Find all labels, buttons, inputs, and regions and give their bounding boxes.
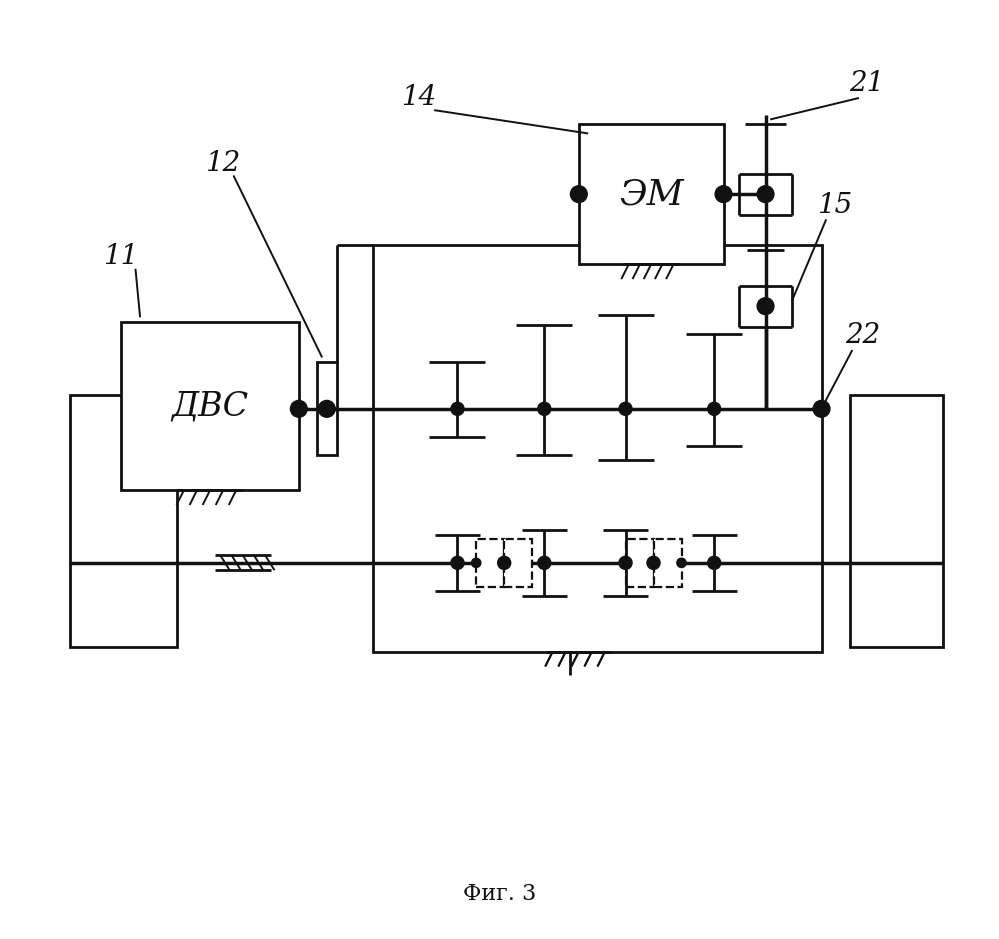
Bar: [70, 394, 178, 647]
Circle shape: [537, 402, 550, 415]
Circle shape: [757, 186, 774, 203]
Circle shape: [677, 558, 686, 567]
Bar: [374, 245, 821, 652]
Bar: [625, 539, 653, 587]
Text: ДВС: ДВС: [172, 390, 249, 422]
Circle shape: [813, 400, 830, 417]
Text: 22: 22: [845, 322, 880, 349]
Circle shape: [537, 556, 550, 569]
Circle shape: [472, 558, 481, 567]
Circle shape: [707, 556, 720, 569]
Bar: [578, 124, 723, 264]
Circle shape: [619, 556, 632, 569]
Bar: [504, 539, 532, 587]
Circle shape: [715, 186, 732, 203]
Circle shape: [757, 298, 774, 315]
Text: ЭМ: ЭМ: [618, 177, 683, 211]
Bar: [849, 394, 943, 647]
Bar: [477, 539, 504, 587]
Text: 14: 14: [402, 85, 437, 112]
Bar: [653, 539, 681, 587]
Circle shape: [620, 558, 630, 567]
Circle shape: [570, 186, 587, 203]
Circle shape: [451, 402, 464, 415]
Text: 11: 11: [103, 243, 138, 270]
Circle shape: [319, 400, 336, 417]
Circle shape: [707, 402, 720, 415]
Circle shape: [647, 556, 660, 569]
Bar: [122, 322, 299, 490]
Circle shape: [500, 558, 508, 567]
Text: Фиг. 3: Фиг. 3: [463, 884, 536, 905]
Text: 12: 12: [206, 150, 241, 177]
Circle shape: [451, 556, 464, 569]
Text: 21: 21: [849, 70, 885, 98]
Text: 15: 15: [817, 192, 852, 219]
Circle shape: [291, 400, 308, 417]
Bar: [317, 362, 337, 455]
Circle shape: [619, 402, 632, 415]
Circle shape: [498, 556, 510, 569]
